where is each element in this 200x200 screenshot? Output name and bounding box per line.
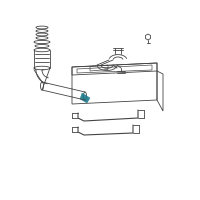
Polygon shape [80,93,90,103]
